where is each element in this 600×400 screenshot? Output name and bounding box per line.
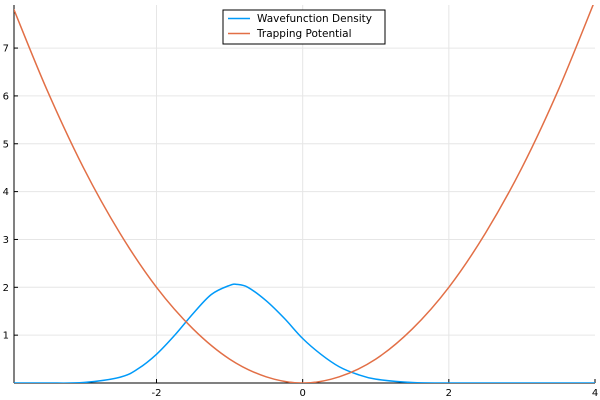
y-tick-label: 6 [3,91,9,102]
wavefunction-density-line [14,283,595,383]
trapping-potential-line [14,5,594,383]
x-tick-label: 2 [446,388,452,399]
y-tick-label: 3 [3,235,9,246]
x-tick-label: -2 [152,388,162,399]
tick-labels: -2 0 2 4 1 2 3 4 5 6 7 [3,44,599,399]
series [14,5,595,383]
x-tick-label: 4 [592,388,598,399]
grid [14,5,595,383]
legend-box [222,9,386,45]
y-tick-label: 2 [3,283,9,294]
y-tick-label: 1 [3,331,9,342]
legend-label-wavefunction-density: Wavefunction Density [257,13,372,25]
legend-label-trapping-potential: Trapping Potential [256,28,352,40]
legend: Wavefunction Density Trapping Potential [222,9,386,45]
y-tick-label: 4 [3,187,9,198]
x-tick-label: 0 [299,388,305,399]
y-tick-label: 7 [3,44,9,55]
y-tick-label: 5 [3,139,9,150]
